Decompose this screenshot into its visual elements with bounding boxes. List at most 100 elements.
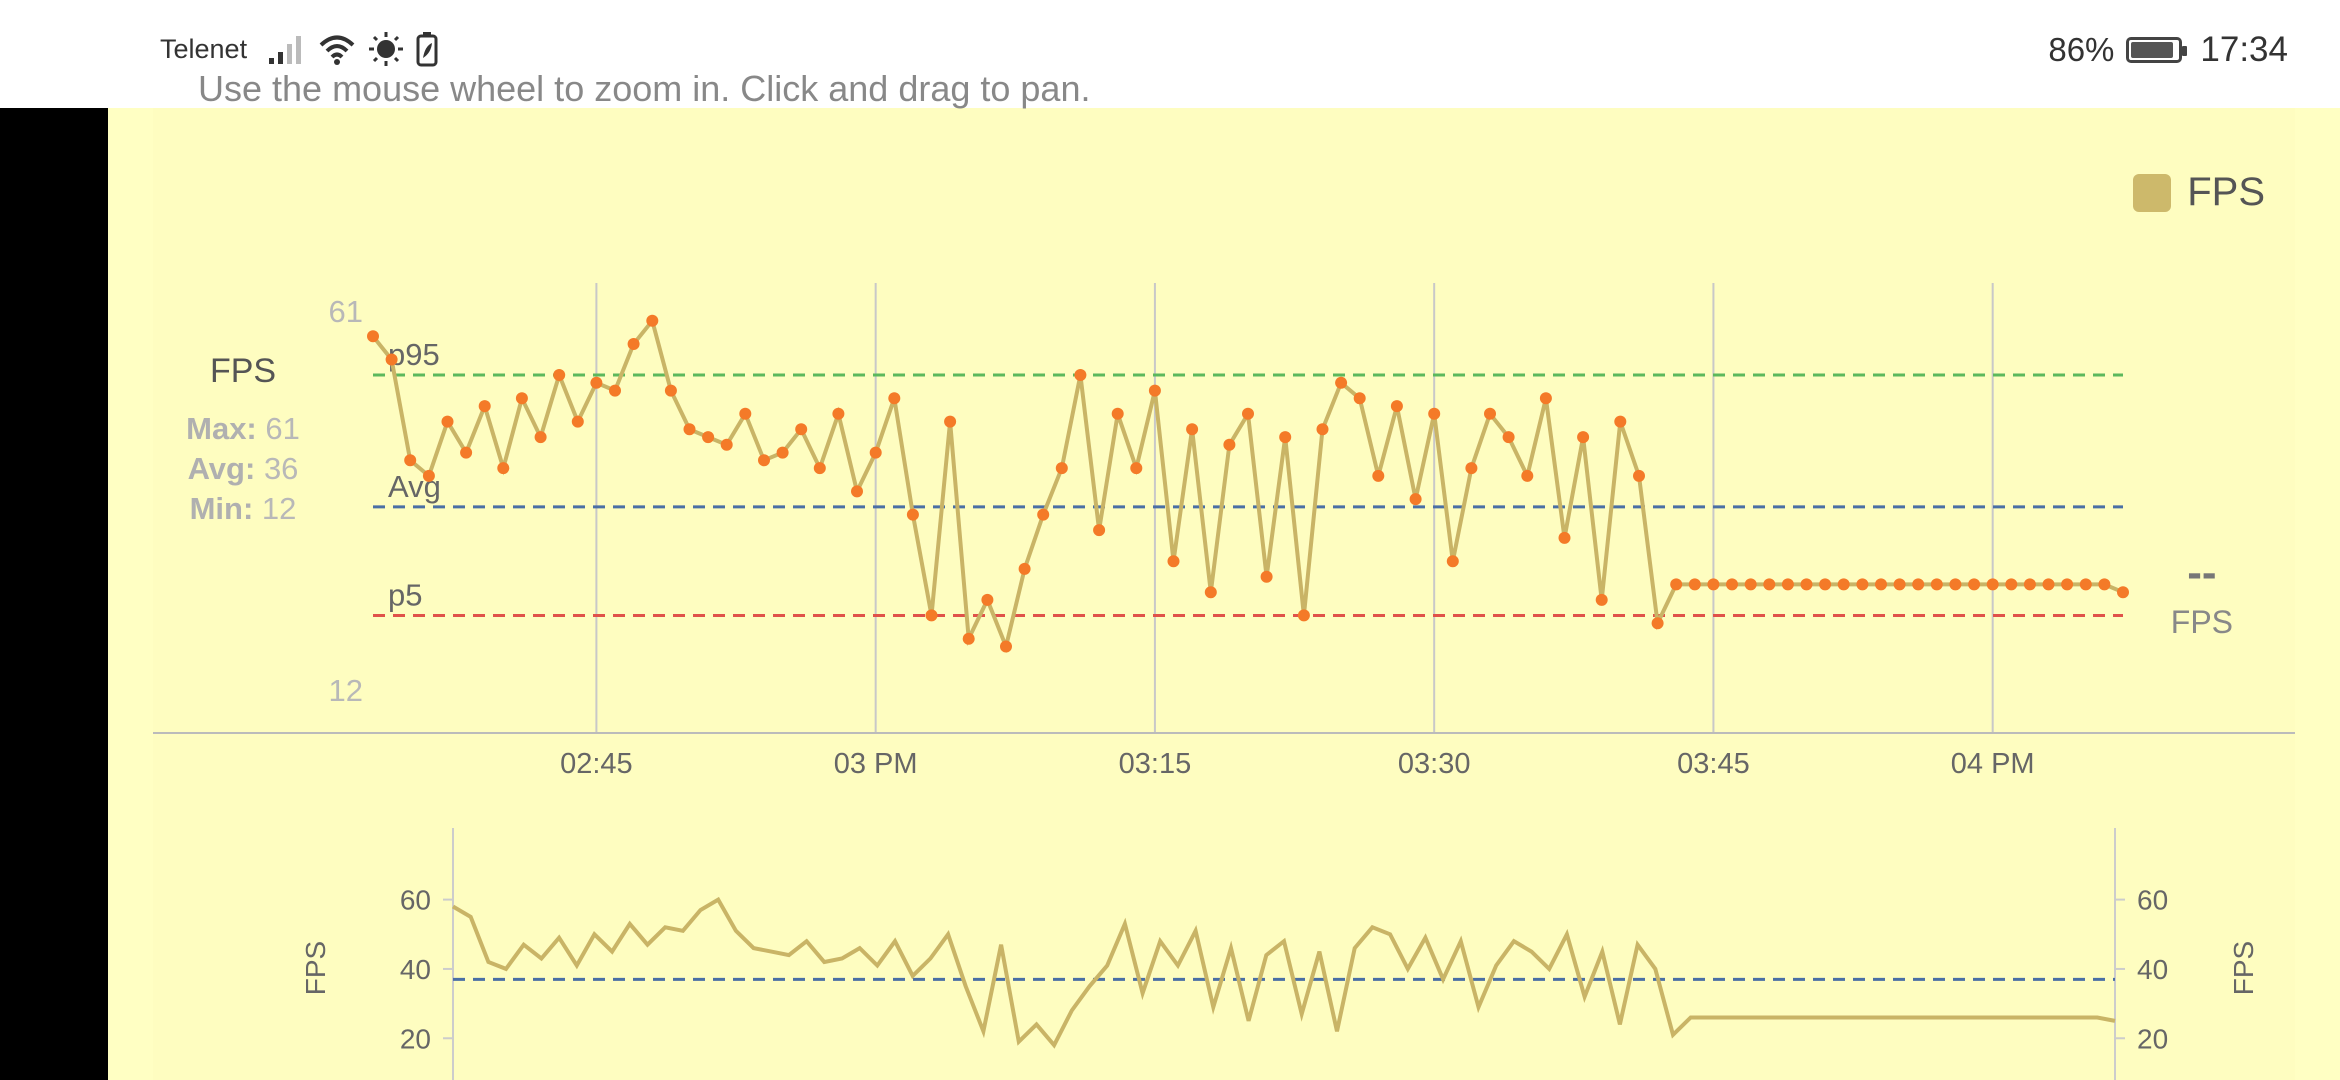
fps-data-point	[2042, 578, 2055, 591]
fps-data-point	[702, 431, 715, 444]
fps-data-point	[758, 454, 770, 467]
fps-data-point	[478, 400, 491, 413]
fps-data-point	[1930, 578, 1943, 591]
fps-data-point	[1000, 640, 1012, 653]
wifi-icon	[319, 35, 355, 65]
fps-stats: FPS Max: 61 Avg: 36 Min: 12	[153, 352, 333, 529]
current-fps-readout: -- FPS	[2171, 548, 2233, 641]
fps-data-point	[813, 462, 826, 475]
legend[interactable]: FPS	[2133, 170, 2265, 215]
fps-data-point	[925, 609, 938, 622]
fps-data-point	[1223, 438, 1236, 451]
fps-data-point	[1502, 431, 1515, 444]
stat-avg: Avg: 36	[187, 451, 299, 486]
fps-data-point	[1111, 407, 1124, 420]
fps-data-point	[2098, 578, 2111, 591]
fps-data-point	[1539, 392, 1552, 405]
fps-data-point	[1726, 578, 1738, 591]
y-tick-label: 61	[329, 294, 363, 329]
fps-data-point	[1279, 431, 1292, 444]
fps-data-point	[1204, 586, 1217, 599]
fps-data-point	[2005, 578, 2018, 591]
stat-max: Max: 61	[186, 411, 300, 446]
fps-data-point	[1521, 469, 1534, 482]
fps-data-point	[1260, 570, 1273, 583]
fps-data-point	[1819, 578, 1832, 591]
fps-data-point	[1037, 508, 1050, 521]
fps-data-point	[2117, 586, 2129, 599]
fps-data-point	[609, 384, 621, 397]
fps-data-point	[888, 392, 901, 405]
chart-panel[interactable]: Use the mouse wheel to zoom in. Click an…	[153, 68, 2295, 1080]
fps-data-point	[1130, 462, 1143, 475]
fps-data-point	[944, 415, 957, 428]
fps-data-point	[441, 415, 454, 428]
fps-data-point	[1968, 578, 1981, 591]
fps-data-point	[795, 423, 808, 436]
fps-data-point	[571, 415, 584, 428]
x-tick-label: 03:15	[1119, 748, 1192, 780]
navigator-y-label-left: FPS	[300, 941, 331, 995]
fps-data-point	[851, 485, 863, 498]
fps-data-point	[1912, 578, 1925, 591]
legend-label: FPS	[2187, 170, 2265, 214]
fps-data-point	[1986, 578, 1999, 591]
fps-data-point	[627, 338, 640, 350]
navigator-y-label-right: FPS	[2228, 941, 2259, 995]
fps-data-point	[1465, 462, 1478, 475]
signal-icon	[269, 36, 302, 64]
fps-data-point	[1018, 562, 1031, 575]
fps-data-point	[1297, 609, 1310, 622]
fps-data-point	[1093, 524, 1106, 537]
fps-data-point	[367, 330, 379, 343]
fps-data-point	[1484, 407, 1496, 420]
navigator-y-tick-left: 40	[400, 954, 431, 985]
legend-swatch	[2133, 173, 2172, 212]
fps-data-point	[1409, 493, 1422, 506]
x-tick-label: 03:45	[1677, 748, 1750, 780]
current-fps-label: FPS	[2170, 604, 2233, 640]
fps-data-point	[1893, 578, 1906, 591]
fps-data-point	[553, 369, 566, 381]
navigator-y-tick-right: 40	[2137, 954, 2168, 985]
fps-data-point	[1800, 578, 1813, 591]
x-tick-label: 04 PM	[1951, 748, 2035, 780]
fps-data-point	[1763, 578, 1776, 591]
fps-data-point	[1186, 423, 1199, 436]
battery-percent: 86%	[2048, 31, 2115, 68]
fps-data-point	[962, 632, 975, 645]
y-tick-label: 12	[329, 673, 363, 708]
fps-data-point	[1335, 376, 1348, 389]
fps-data-point	[1633, 469, 1645, 482]
fps-data-point	[1316, 423, 1329, 436]
stats-title: FPS	[209, 352, 277, 390]
fps-data-point	[646, 314, 659, 327]
fps-data-point	[869, 446, 882, 459]
x-tick-label: 02:45	[560, 748, 633, 780]
fps-data-point	[1372, 469, 1385, 482]
fps-data-point	[1781, 578, 1794, 591]
x-tick-label: 03 PM	[834, 748, 918, 780]
fps-data-point	[776, 446, 789, 459]
battery-saver-icon	[416, 32, 438, 67]
fps-data-point	[2061, 578, 2074, 591]
fps-series-line	[371, 316, 2124, 654]
carrier-name: Telenet	[160, 33, 248, 64]
fps-data-point	[832, 407, 845, 420]
fps-data-point	[1390, 400, 1403, 413]
stat-min: Min: 12	[189, 491, 297, 526]
fps-data-point	[1242, 407, 1254, 420]
fps-data-point	[1055, 462, 1068, 475]
fps-data-point	[2079, 578, 2092, 591]
fps-data-point	[1707, 578, 1720, 591]
fps-data-point	[2023, 578, 2036, 591]
current-fps-value: --	[2187, 548, 2217, 597]
fps-data-point	[404, 454, 417, 467]
fps-data-point	[1595, 593, 1608, 606]
brightness-icon	[369, 32, 404, 66]
navigator-chart[interactable]: FPS FPS 60 60 40 40 20 20	[153, 828, 2295, 1080]
fps-data-point	[981, 593, 994, 606]
fps-data-point	[1558, 531, 1571, 544]
fps-data-point	[739, 407, 752, 420]
